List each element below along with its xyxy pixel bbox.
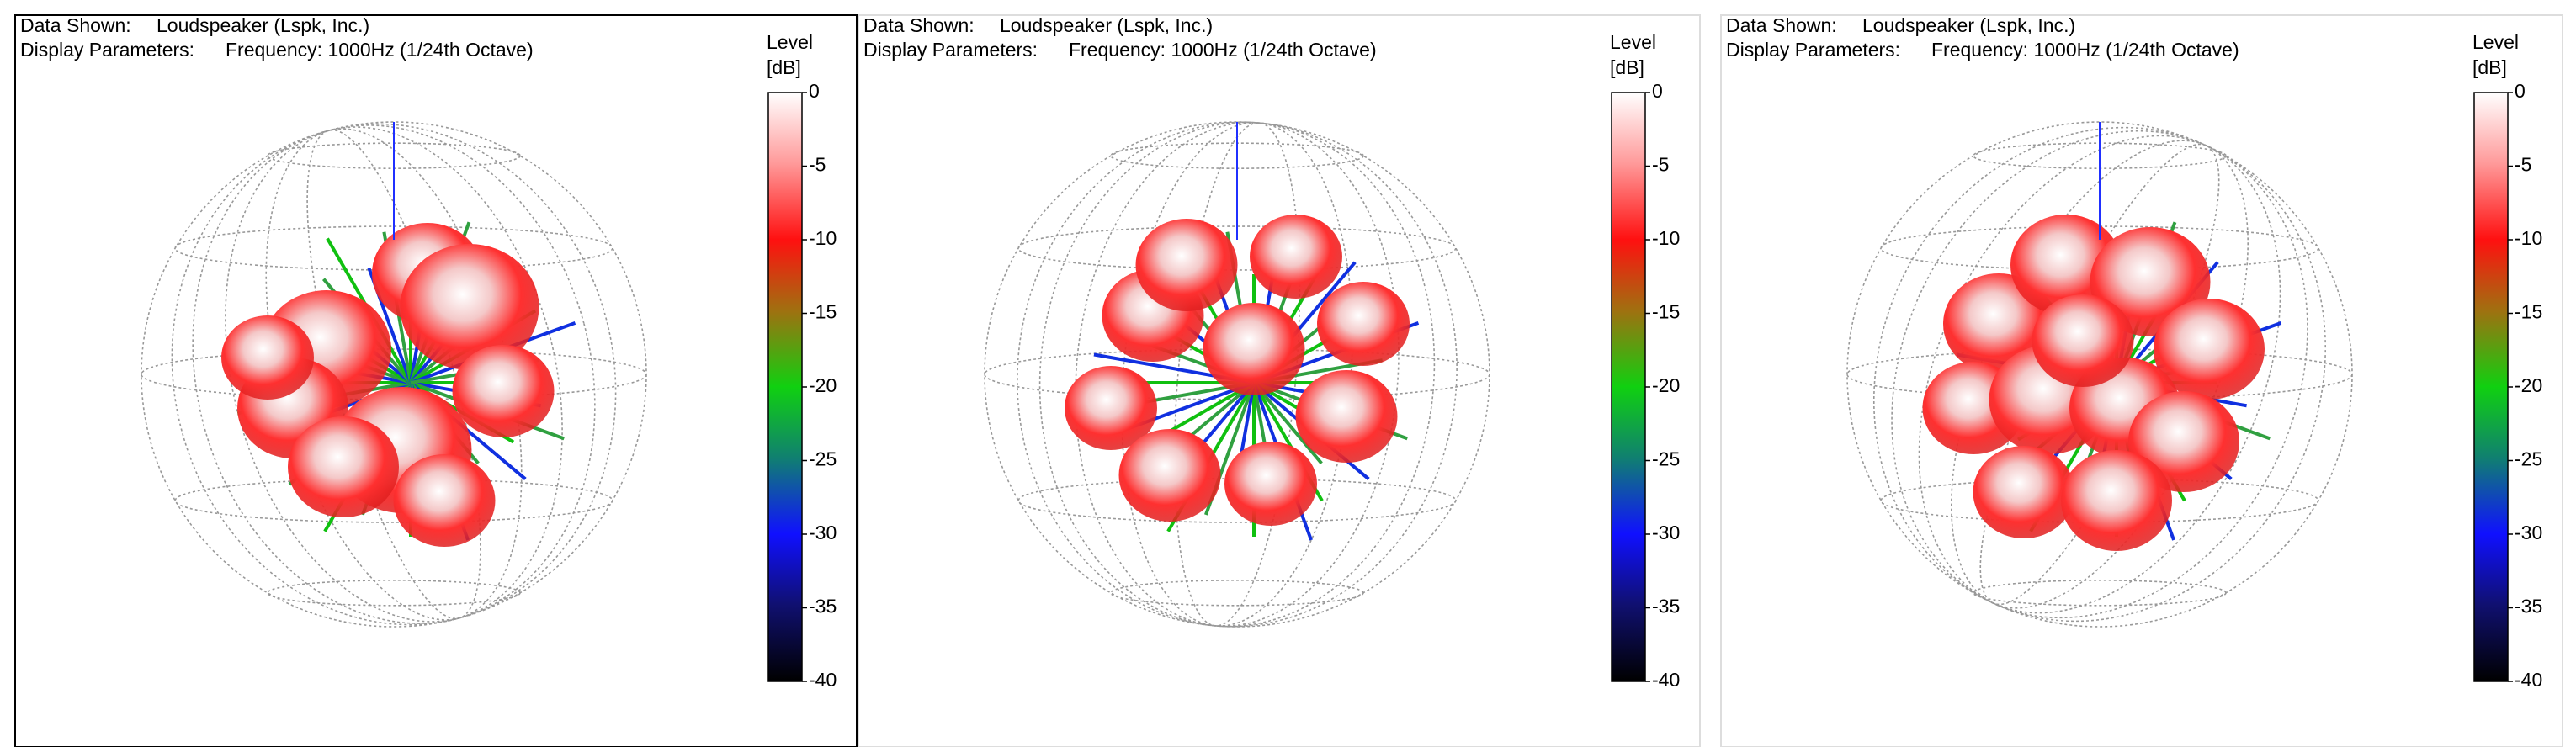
wire-parallel bbox=[267, 580, 521, 607]
data-shown-value: Loudspeaker (Lspk, Inc.) bbox=[1862, 14, 2075, 36]
wire-parallel bbox=[1017, 225, 1457, 271]
unit-label: [dB] bbox=[2472, 56, 2507, 78]
display-params-label: Display Parameters: bbox=[1726, 39, 1900, 61]
tick-label: -10 bbox=[1652, 227, 1680, 249]
tick-label: -35 bbox=[1652, 596, 1680, 617]
balloon-lobe bbox=[1224, 442, 1317, 526]
color-bar bbox=[1611, 92, 1646, 682]
wire-parallel bbox=[1880, 225, 2319, 271]
level-label: Level bbox=[767, 31, 813, 53]
balloon-lobe bbox=[288, 416, 399, 517]
balloon-plot bbox=[141, 121, 647, 628]
display-params-value: Frequency: 1000Hz (1/24th Octave) bbox=[1931, 39, 2239, 61]
tick-label: -25 bbox=[809, 448, 837, 470]
wire-parallel bbox=[1017, 478, 1457, 523]
balloon-lobe bbox=[221, 315, 314, 400]
beam-ray bbox=[1252, 381, 1323, 465]
tick-label: -20 bbox=[1652, 374, 1680, 396]
wire-parallel bbox=[1973, 580, 2227, 607]
tick-label: -5 bbox=[809, 154, 826, 176]
tick-label: 0 bbox=[1652, 80, 1663, 102]
display-params-label: Display Parameters: bbox=[863, 39, 1038, 61]
data-shown-value: Loudspeaker (Lspk, Inc.) bbox=[157, 14, 369, 36]
level-label: Level bbox=[2472, 31, 2519, 53]
tick-label: -35 bbox=[2515, 596, 2542, 617]
balloon-lobe bbox=[1295, 370, 1398, 463]
panel: Data Shown: Loudspeaker (Lspk, Inc.) Displ… bbox=[14, 14, 858, 747]
panel: Data Shown: Loudspeaker (Lspk, Inc.) Displ… bbox=[858, 14, 1701, 747]
tick-label: -30 bbox=[1652, 522, 1680, 543]
tick-label: -25 bbox=[1652, 448, 1680, 470]
color-bar bbox=[767, 92, 803, 682]
balloon-lobe bbox=[1317, 282, 1410, 366]
balloon-plot bbox=[984, 121, 1490, 628]
tick-label: -15 bbox=[1652, 301, 1680, 323]
wire-parallel bbox=[174, 478, 613, 523]
tick-label: -25 bbox=[2515, 448, 2542, 470]
level-label: Level bbox=[1610, 31, 1656, 53]
tick-label: -15 bbox=[2515, 301, 2542, 323]
balloon-lobe bbox=[1203, 303, 1305, 395]
balloon-lobe bbox=[400, 244, 539, 370]
unit-label: [dB] bbox=[1610, 56, 1644, 78]
tick-label: 0 bbox=[809, 80, 820, 102]
tick-label: -30 bbox=[2515, 522, 2542, 543]
tick-label: -5 bbox=[2515, 154, 2531, 176]
tick-label: -35 bbox=[809, 596, 837, 617]
tick-label: -5 bbox=[1652, 154, 1669, 176]
tick-label: -20 bbox=[2515, 374, 2542, 396]
tick-label: -40 bbox=[809, 669, 837, 691]
tick-label: -30 bbox=[809, 522, 837, 543]
balloon-lobe bbox=[1065, 366, 1157, 450]
data-shown-value: Loudspeaker (Lspk, Inc.) bbox=[1000, 14, 1213, 36]
tick-label: 0 bbox=[2515, 80, 2526, 102]
balloon-lobe bbox=[1118, 429, 1221, 522]
tick-label: -40 bbox=[1652, 669, 1680, 691]
wire-parallel bbox=[1880, 478, 2319, 523]
display-params-label: Display Parameters: bbox=[20, 39, 194, 61]
tick-label: -20 bbox=[809, 374, 837, 396]
tick-label: -10 bbox=[2515, 227, 2542, 249]
unit-label: [dB] bbox=[767, 56, 801, 78]
data-shown-label: Data Shown: bbox=[20, 14, 131, 36]
tick-label: -15 bbox=[809, 301, 837, 323]
balloon-lobe bbox=[1135, 219, 1238, 311]
data-shown-label: Data Shown: bbox=[1726, 14, 1837, 36]
balloon-lobe bbox=[2154, 299, 2265, 400]
tick-label: -40 bbox=[2515, 669, 2542, 691]
tick-label: -10 bbox=[809, 227, 837, 249]
balloon-lobe bbox=[393, 454, 496, 547]
balloon-lobe bbox=[2061, 450, 2172, 551]
display-params-value: Frequency: 1000Hz (1/24th Octave) bbox=[1069, 39, 1377, 61]
data-shown-label: Data Shown: bbox=[863, 14, 975, 36]
balloon-lobe bbox=[1973, 446, 2075, 538]
balloon-plot bbox=[1846, 121, 2353, 628]
wire-parallel bbox=[1110, 580, 1364, 607]
panel: Data Shown: Loudspeaker (Lspk, Inc.) Displ… bbox=[1720, 14, 2563, 747]
balloon-lobe bbox=[1250, 215, 1342, 299]
wire-parallel bbox=[174, 225, 613, 271]
wire-parallel bbox=[141, 348, 647, 400]
balloon-lobe bbox=[452, 345, 555, 437]
balloon-lobe bbox=[2032, 294, 2134, 387]
display-params-value: Frequency: 1000Hz (1/24th Octave) bbox=[226, 39, 534, 61]
color-bar bbox=[2473, 92, 2509, 682]
